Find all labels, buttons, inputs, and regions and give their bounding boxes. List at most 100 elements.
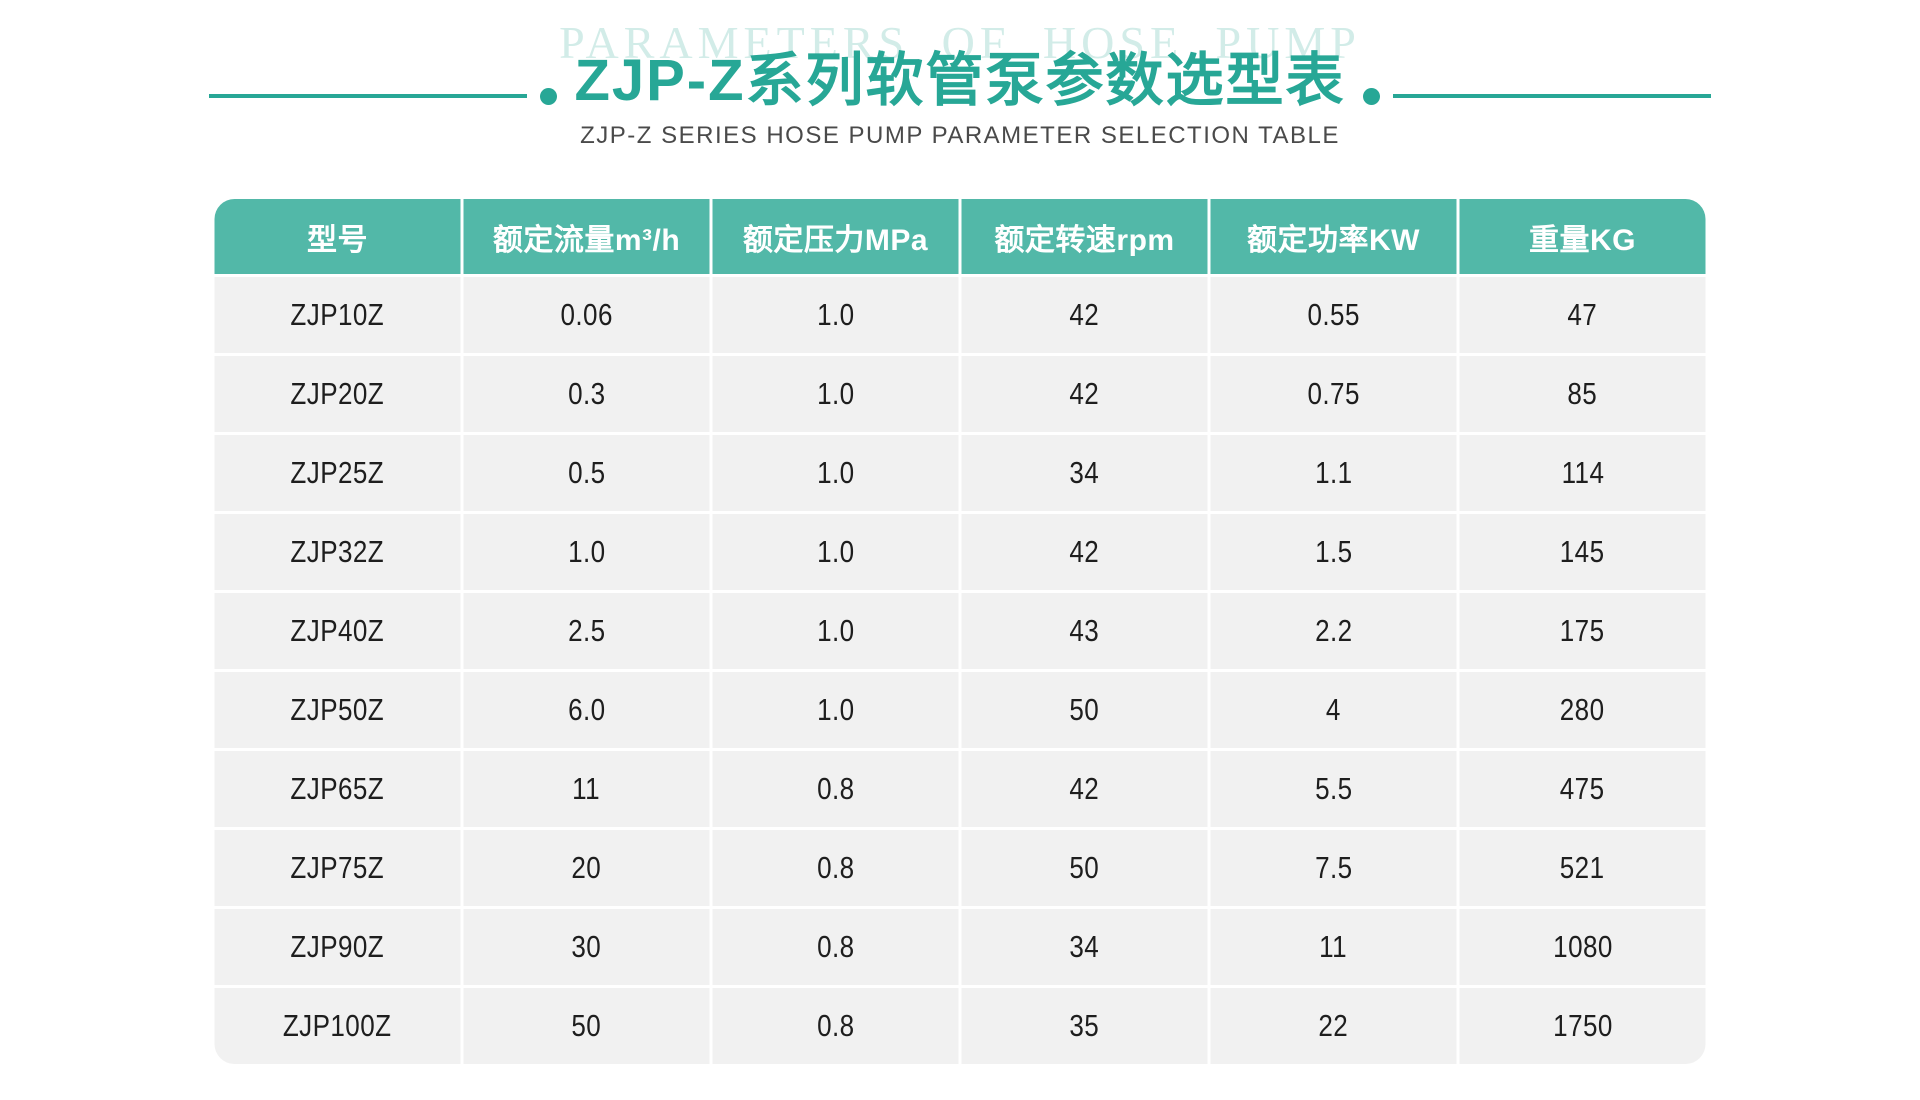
cell-text: 175 bbox=[1560, 613, 1605, 648]
value-cell: 145 bbox=[1459, 514, 1706, 590]
title-row: ZJP-Z系列软管泵参数选型表 bbox=[0, 38, 1920, 124]
value-cell: 0.75 bbox=[1210, 356, 1457, 432]
cell-text: 521 bbox=[1560, 850, 1605, 885]
value-cell: 7.5 bbox=[1210, 830, 1457, 906]
table-header: 型号 额定流量m³/h 额定压力MPa 额定转速rpm 额定功率KW 重量KG bbox=[214, 199, 1706, 274]
col-header-model: 型号 bbox=[214, 199, 461, 274]
value-cell: 11 bbox=[463, 751, 710, 827]
cell-text: 145 bbox=[1560, 534, 1605, 569]
value-cell: 0.8 bbox=[712, 830, 959, 906]
value-cell: 2.5 bbox=[463, 593, 710, 669]
value-cell: 22 bbox=[1210, 988, 1457, 1064]
cell-text: 1.0 bbox=[816, 455, 855, 490]
cell-text: 5.5 bbox=[1314, 771, 1353, 806]
col-header-speed: 额定转速rpm bbox=[961, 199, 1208, 274]
value-cell: 42 bbox=[961, 751, 1208, 827]
model-cell: ZJP10Z bbox=[214, 277, 461, 353]
page-subtitle: ZJP-Z SERIES HOSE PUMP PARAMETER SELECTI… bbox=[580, 122, 1340, 149]
value-cell: 35 bbox=[961, 988, 1208, 1064]
cell-text: 475 bbox=[1560, 771, 1605, 806]
value-cell: 34 bbox=[961, 909, 1208, 985]
table-header-row: 型号 额定流量m³/h 额定压力MPa 额定转速rpm 额定功率KW 重量KG bbox=[214, 199, 1706, 274]
value-cell: 0.06 bbox=[463, 277, 710, 353]
cell-text: 0.75 bbox=[1307, 376, 1360, 411]
cell-text: 1750 bbox=[1552, 1008, 1613, 1043]
cell-text: 280 bbox=[1560, 692, 1605, 727]
cell-text: 50 bbox=[1069, 850, 1100, 885]
value-cell: 43 bbox=[961, 593, 1208, 669]
cell-text: 30 bbox=[571, 929, 602, 964]
value-cell: 0.8 bbox=[712, 909, 959, 985]
cell-text: 114 bbox=[1561, 455, 1604, 490]
title-dot-right-icon bbox=[1362, 87, 1380, 105]
value-cell: 50 bbox=[961, 672, 1208, 748]
title-dot-left-icon bbox=[540, 87, 558, 105]
value-cell: 0.8 bbox=[712, 751, 959, 827]
cell-text: 50 bbox=[571, 1008, 602, 1043]
value-cell: 0.5 bbox=[463, 435, 710, 511]
table-row: ZJP100Z 50 0.8 35 22 1750 bbox=[214, 988, 1706, 1064]
value-cell: 1.0 bbox=[712, 672, 959, 748]
table-row: ZJP32Z 1.0 1.0 42 1.5 145 bbox=[214, 514, 1706, 590]
cell-text: 0.8 bbox=[816, 929, 855, 964]
value-cell: 521 bbox=[1459, 830, 1706, 906]
cell-text: 47 bbox=[1567, 297, 1598, 332]
cell-text: ZJP40Z bbox=[290, 613, 385, 648]
table-row: ZJP50Z 6.0 1.0 50 4 280 bbox=[214, 672, 1706, 748]
model-cell: ZJP32Z bbox=[214, 514, 461, 590]
parameter-table: 型号 额定流量m³/h 额定压力MPa 额定转速rpm 额定功率KW 重量KG … bbox=[212, 196, 1709, 1067]
value-cell: 85 bbox=[1459, 356, 1706, 432]
value-cell: 5.5 bbox=[1210, 751, 1457, 827]
table-row: ZJP20Z 0.3 1.0 42 0.75 85 bbox=[214, 356, 1706, 432]
col-header-pressure: 额定压力MPa bbox=[712, 199, 959, 274]
table-row: ZJP40Z 2.5 1.0 43 2.2 175 bbox=[214, 593, 1706, 669]
cell-text: 0.55 bbox=[1307, 297, 1360, 332]
cell-text: 2.5 bbox=[567, 613, 606, 648]
cell-text: 7.5 bbox=[1314, 850, 1353, 885]
value-cell: 175 bbox=[1459, 593, 1706, 669]
value-cell: 42 bbox=[961, 356, 1208, 432]
model-cell: ZJP75Z bbox=[214, 830, 461, 906]
cell-text: 6.0 bbox=[567, 692, 606, 727]
value-cell: 20 bbox=[463, 830, 710, 906]
value-cell: 1.0 bbox=[712, 514, 959, 590]
value-cell: 47 bbox=[1459, 277, 1706, 353]
value-cell: 2.2 bbox=[1210, 593, 1457, 669]
cell-text: 35 bbox=[1069, 1008, 1100, 1043]
cell-text: 34 bbox=[1069, 455, 1100, 490]
value-cell: 30 bbox=[463, 909, 710, 985]
model-cell: ZJP50Z bbox=[214, 672, 461, 748]
title-line-left bbox=[209, 94, 528, 98]
value-cell: 4 bbox=[1210, 672, 1457, 748]
model-cell: ZJP65Z bbox=[214, 751, 461, 827]
cell-text: 42 bbox=[1069, 297, 1100, 332]
value-cell: 1.0 bbox=[712, 435, 959, 511]
value-cell: 475 bbox=[1459, 751, 1706, 827]
title-line-right bbox=[1392, 94, 1711, 98]
watermark-text: PARAMETERS OF HOSE PUMP bbox=[559, 17, 1361, 68]
value-cell: 1.0 bbox=[712, 356, 959, 432]
cell-text: 0.3 bbox=[567, 376, 606, 411]
page-title: ZJP-Z系列软管泵参数选型表 bbox=[574, 48, 1346, 113]
cell-text: 1080 bbox=[1552, 929, 1613, 964]
cell-text: 43 bbox=[1069, 613, 1100, 648]
value-cell: 0.3 bbox=[463, 356, 710, 432]
cell-text: ZJP50Z bbox=[290, 692, 385, 727]
value-cell: 1080 bbox=[1459, 909, 1706, 985]
cell-text: 0.8 bbox=[816, 1008, 855, 1043]
cell-text: 1.0 bbox=[816, 534, 855, 569]
model-cell: ZJP100Z bbox=[214, 988, 461, 1064]
table-row: ZJP25Z 0.5 1.0 34 1.1 114 bbox=[214, 435, 1706, 511]
cell-text: 20 bbox=[571, 850, 602, 885]
col-header-weight: 重量KG bbox=[1459, 199, 1706, 274]
col-header-flow: 额定流量m³/h bbox=[463, 199, 710, 274]
cell-text: 42 bbox=[1069, 534, 1100, 569]
cell-text: ZJP65Z bbox=[290, 771, 385, 806]
cell-text: 42 bbox=[1069, 376, 1100, 411]
value-cell: 0.55 bbox=[1210, 277, 1457, 353]
cell-text: 0.8 bbox=[816, 850, 855, 885]
cell-text: 1.1 bbox=[1314, 455, 1353, 490]
cell-text: 34 bbox=[1069, 929, 1100, 964]
model-cell: ZJP40Z bbox=[214, 593, 461, 669]
table-row: ZJP65Z 11 0.8 42 5.5 475 bbox=[214, 751, 1706, 827]
